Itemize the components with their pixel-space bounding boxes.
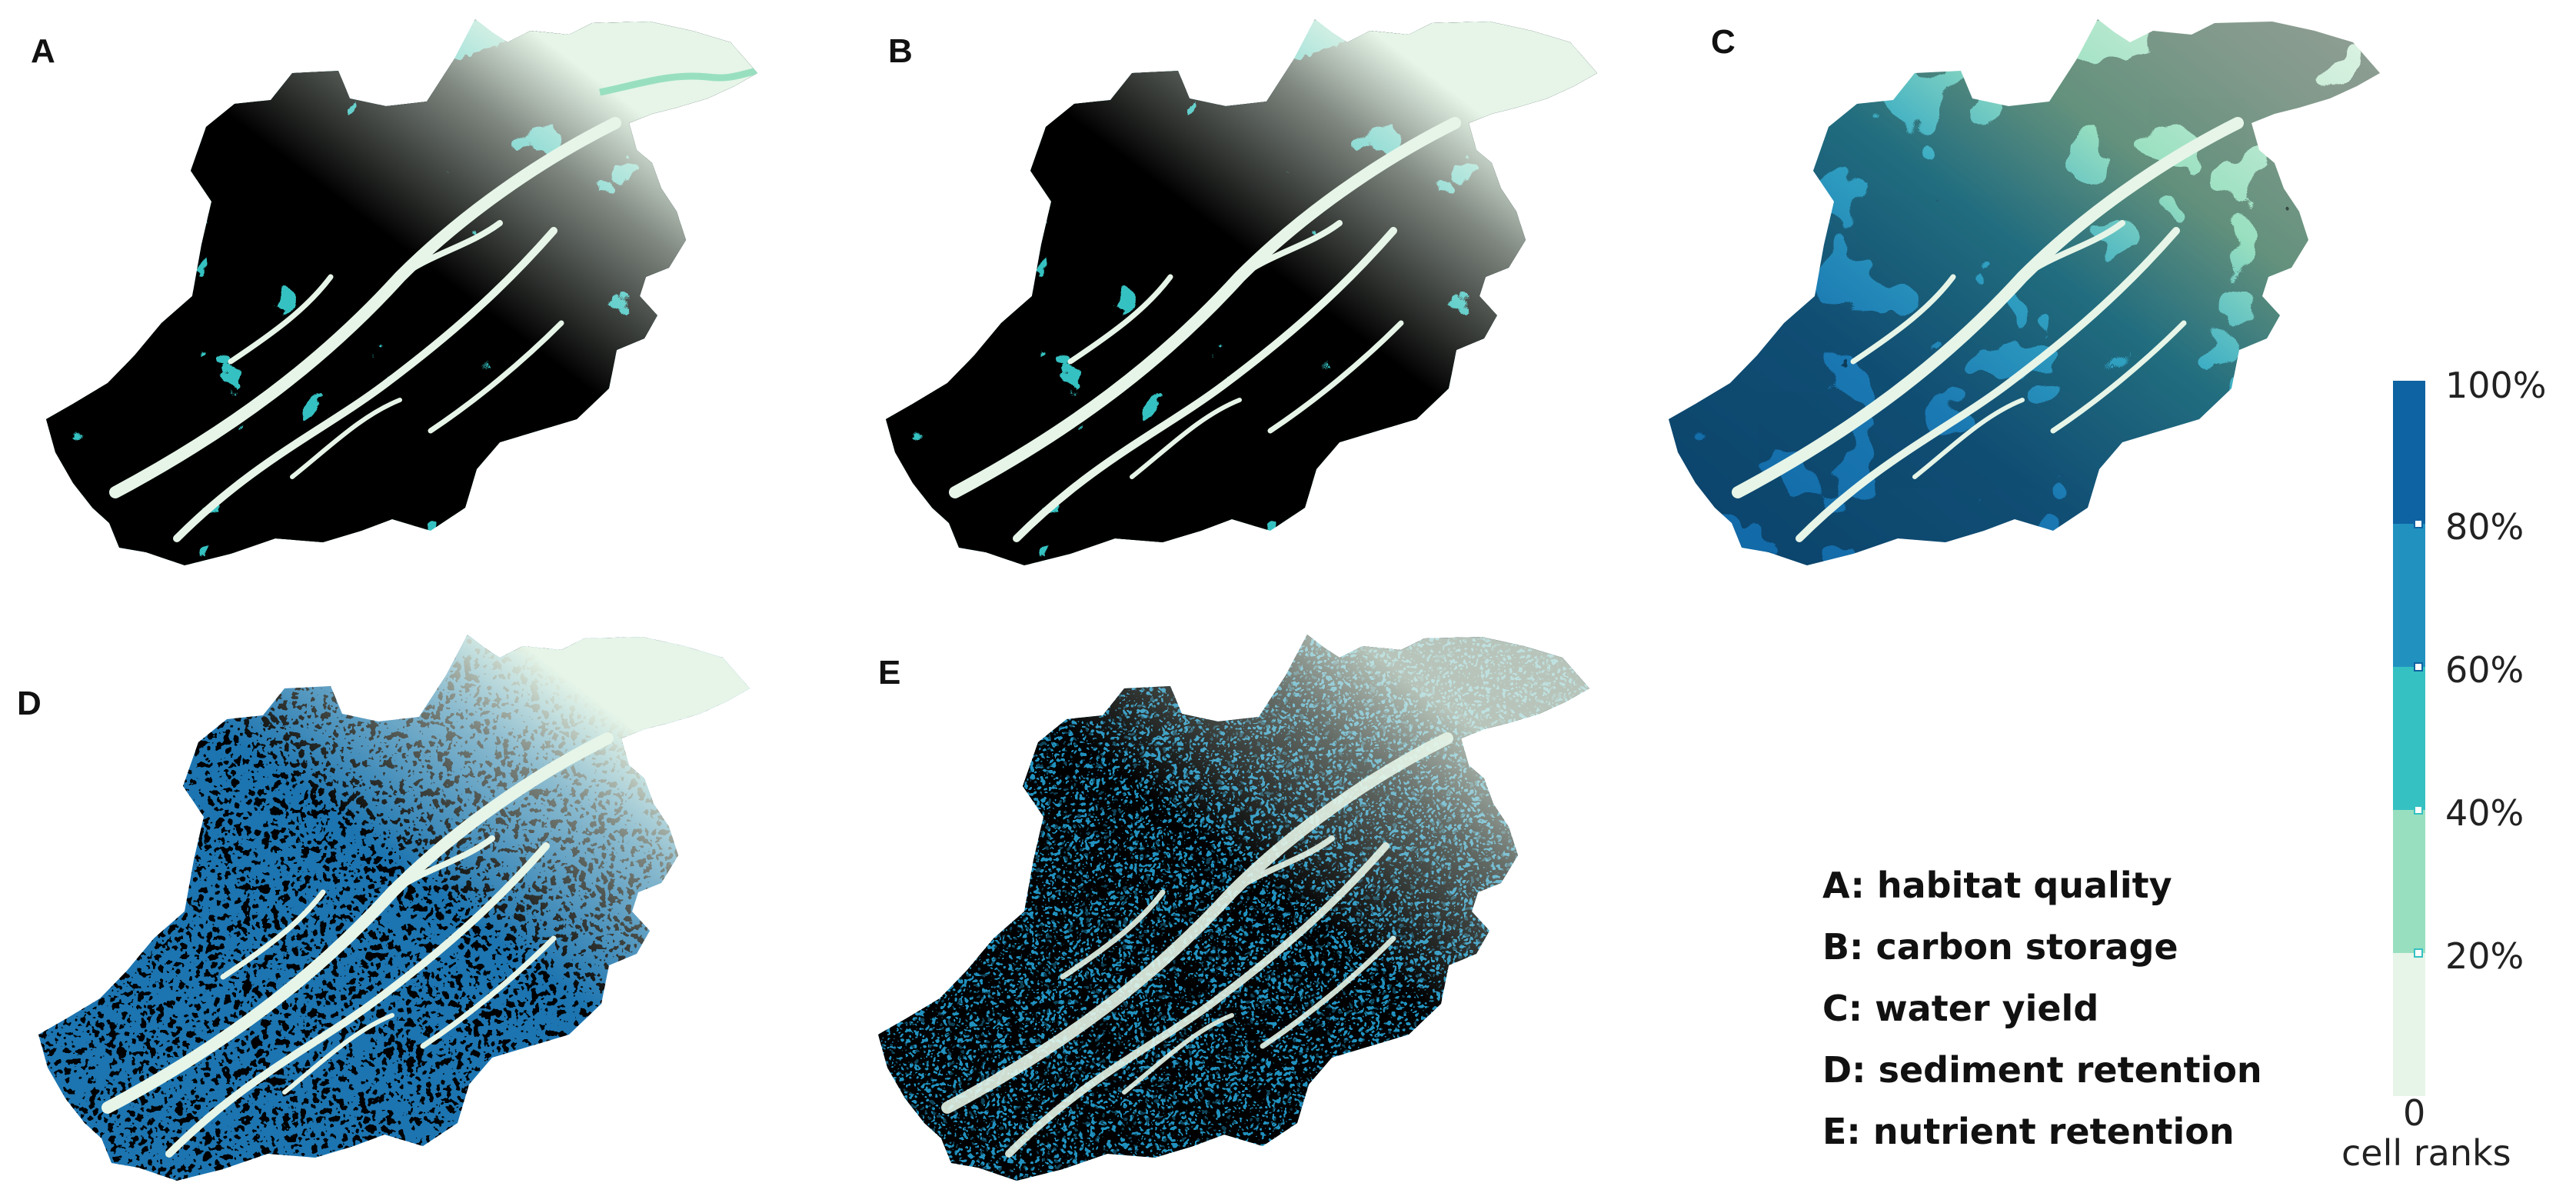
colorbar-class-80-100	[2393, 381, 2425, 524]
colorbar-tick-20: 20%	[2445, 935, 2524, 977]
colorbar-tick-mark-80	[2414, 519, 2423, 528]
colorbar-tick-100: 100%	[2445, 365, 2547, 406]
colorbar-tick-60: 60%	[2445, 649, 2524, 691]
map-panel-sediment-retention	[38, 635, 750, 1181]
colorbar-tick-40: 40%	[2445, 792, 2524, 834]
legend-item-habitat-quality: A: habitat quality	[1822, 865, 2172, 906]
colorbar-class-60-80	[2393, 524, 2425, 667]
colorbar-tick-80: 80%	[2445, 506, 2524, 548]
colorbar-title: cell ranks	[2341, 1132, 2511, 1174]
map-panel-habitat-quality	[46, 19, 757, 565]
colorbar-tick-0: 0	[2403, 1092, 2426, 1134]
legend-item-carbon-storage: B: carbon storage	[1822, 926, 2178, 968]
colorbar-class-40-60	[2393, 667, 2425, 810]
panel-label-e: E	[878, 654, 901, 691]
map-panel-nutrient-retention	[878, 635, 1589, 1181]
panel-label-a: A	[31, 32, 55, 70]
panel-label-b: B	[888, 32, 913, 70]
panel-label-c: C	[1711, 23, 1736, 61]
colorbar	[2393, 381, 2425, 1096]
panel-legend: A: habitat quality B: carbon storage C: …	[1822, 860, 2262, 1168]
panel-label-d: D	[17, 685, 42, 722]
colorbar-class-0-20	[2393, 953, 2425, 1096]
map-panel-carbon-storage	[886, 19, 1597, 565]
colorbar-class-20-40	[2393, 810, 2425, 953]
legend-item-water-yield: C: water yield	[1822, 988, 2099, 1029]
colorbar-tick-mark-20	[2414, 948, 2423, 958]
legend-item-sediment-retention: D: sediment retention	[1822, 1049, 2262, 1091]
legend-item-nutrient-retention: E: nutrient retention	[1822, 1111, 2235, 1152]
colorbar-tick-mark-40	[2414, 805, 2423, 815]
map-panel-water-yield	[1669, 19, 2380, 565]
colorbar-tick-mark-60	[2414, 662, 2423, 671]
